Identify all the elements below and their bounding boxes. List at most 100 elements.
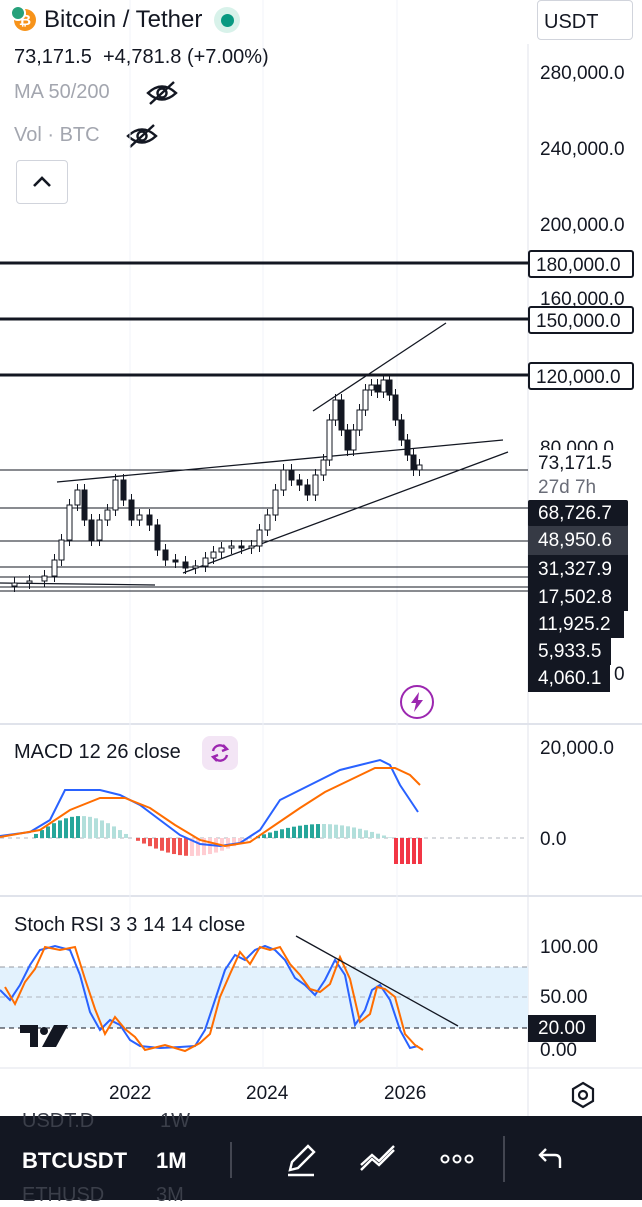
macd-histogram-bar	[82, 816, 86, 838]
chart-settings-icon[interactable]	[570, 1081, 596, 1114]
macd-histogram-bar	[322, 824, 326, 838]
macd-histogram-bar	[196, 838, 200, 856]
drawing-tools-icon[interactable]	[358, 1144, 398, 1181]
interval-button[interactable]: 1M	[156, 1148, 187, 1173]
candle	[218, 547, 225, 553]
support-label[interactable]: 48,950.6	[528, 526, 628, 556]
candle	[11, 582, 18, 587]
currency-label: USDT	[544, 11, 599, 33]
macd-histogram-bar	[268, 832, 272, 838]
macd-histogram-bar	[328, 824, 332, 838]
eye-hidden-icon[interactable]	[126, 123, 158, 154]
trendline-support[interactable]	[182, 451, 509, 574]
macd-histogram-bar	[154, 838, 158, 849]
candle	[362, 389, 369, 411]
macd-histogram-bar	[184, 838, 188, 856]
macd-histogram-bar	[94, 818, 98, 838]
trendline-base[interactable]	[0, 582, 156, 586]
level-label-180000[interactable]: 180,000.0	[528, 250, 634, 278]
pencil-icon[interactable]	[284, 1142, 318, 1183]
trendline-channel-upper[interactable]	[312, 322, 447, 412]
candle	[374, 384, 381, 393]
support-label[interactable]: 5,933.5	[528, 638, 611, 665]
candle	[104, 509, 111, 521]
trendline-resistance[interactable]	[56, 439, 504, 483]
candle	[350, 429, 357, 451]
candle	[112, 479, 119, 511]
candle	[398, 419, 405, 441]
time-tick: 2022	[109, 1083, 152, 1104]
macd-histogram-bar	[166, 838, 170, 853]
macd-histogram-bar	[160, 838, 164, 851]
candle	[304, 484, 311, 496]
macd-histogram-bar	[364, 830, 368, 838]
tradingview-logo	[20, 1025, 68, 1047]
macd-signal-line	[0, 767, 421, 848]
price-tick: 160,000.0	[540, 289, 625, 310]
macd-histogram-bar	[40, 830, 44, 838]
next-interval-ghost: 3M	[156, 1184, 184, 1206]
current-price-label: 73,171.5 27d 7h	[530, 450, 630, 498]
volume-indicator-label[interactable]: Vol · BTC	[14, 124, 100, 146]
chart-canvas[interactable]	[0, 0, 642, 1116]
lightning-icon[interactable]	[400, 685, 434, 719]
candle	[96, 519, 103, 541]
undo-icon[interactable]	[536, 1146, 564, 1179]
bitcoin-icon: ₿	[10, 5, 36, 31]
macd-histogram-bar	[226, 838, 230, 849]
macd-histogram-bar	[136, 838, 140, 841]
macd-histogram-bar	[406, 838, 410, 864]
candle	[248, 545, 255, 549]
time-tick: 2026	[384, 1083, 427, 1104]
candle	[81, 489, 88, 521]
candle	[154, 524, 161, 551]
candle	[320, 459, 327, 476]
macd-histogram-bar	[172, 838, 176, 855]
macd-histogram-bar	[100, 820, 104, 838]
stoch-tick: 100.00	[540, 937, 599, 958]
candle	[136, 514, 143, 521]
candle	[202, 557, 209, 567]
macd-histogram-bar	[88, 816, 92, 838]
macd-histogram-bar	[106, 823, 110, 838]
currency-select[interactable]: USDT	[537, 0, 633, 40]
stoch-rsi-title[interactable]: Stoch RSI 3 3 14 14 close	[14, 914, 246, 936]
macd-histogram-bar	[190, 838, 194, 856]
bottom-toolbar: USDT.D 1W BTCUSDT 1M ETHUSD 3M	[0, 1110, 642, 1206]
ma-indicator-label[interactable]: MA 50/200	[14, 81, 110, 103]
refresh-icon[interactable]	[202, 736, 238, 770]
macd-histogram-bar	[232, 838, 236, 847]
next-symbol-ghost: ETHUSD	[22, 1184, 105, 1206]
support-label[interactable]: 68,726.7	[528, 500, 628, 527]
candle	[416, 464, 423, 471]
collapse-indicators-button[interactable]	[16, 160, 68, 204]
support-label[interactable]: 17,502.8	[528, 584, 628, 611]
candlestick-series[interactable]	[11, 374, 423, 592]
more-options-icon[interactable]	[440, 1152, 474, 1171]
candle	[326, 419, 333, 461]
macd-title[interactable]: MACD 12 26 close	[14, 741, 181, 763]
macd-histogram-bar	[262, 834, 266, 838]
stoch-k-line	[0, 944, 419, 1050]
macd-histogram-bar	[388, 837, 392, 838]
candle	[88, 519, 95, 541]
level-label-150000[interactable]: 150,000.0	[528, 306, 634, 334]
candle	[332, 399, 339, 421]
level-label-120000[interactable]: 120,000.0	[528, 362, 634, 390]
macd-histogram-bar	[142, 838, 146, 844]
price-change: +4,781.8 (+7.00%)	[102, 46, 269, 68]
stoch-level-label[interactable]: 20.00	[528, 1015, 596, 1042]
macd-histogram-bar	[274, 830, 278, 838]
stoch-trendline[interactable]	[295, 935, 459, 1027]
support-label[interactable]: 31,327.9	[528, 555, 628, 585]
macd-histogram-bar	[58, 820, 62, 838]
support-label[interactable]: 11,925.2	[528, 611, 624, 638]
macd-histogram-bar	[286, 827, 290, 838]
candle	[404, 439, 411, 456]
symbol-title[interactable]: ₿ Bitcoin / Tether	[10, 5, 241, 34]
support-label[interactable]: 4,060.1	[528, 665, 610, 692]
symbol-button[interactable]: BTCUSDT	[22, 1148, 128, 1173]
candle	[41, 575, 48, 582]
macd-histogram-bar	[238, 838, 242, 844]
eye-hidden-icon[interactable]	[146, 80, 178, 111]
